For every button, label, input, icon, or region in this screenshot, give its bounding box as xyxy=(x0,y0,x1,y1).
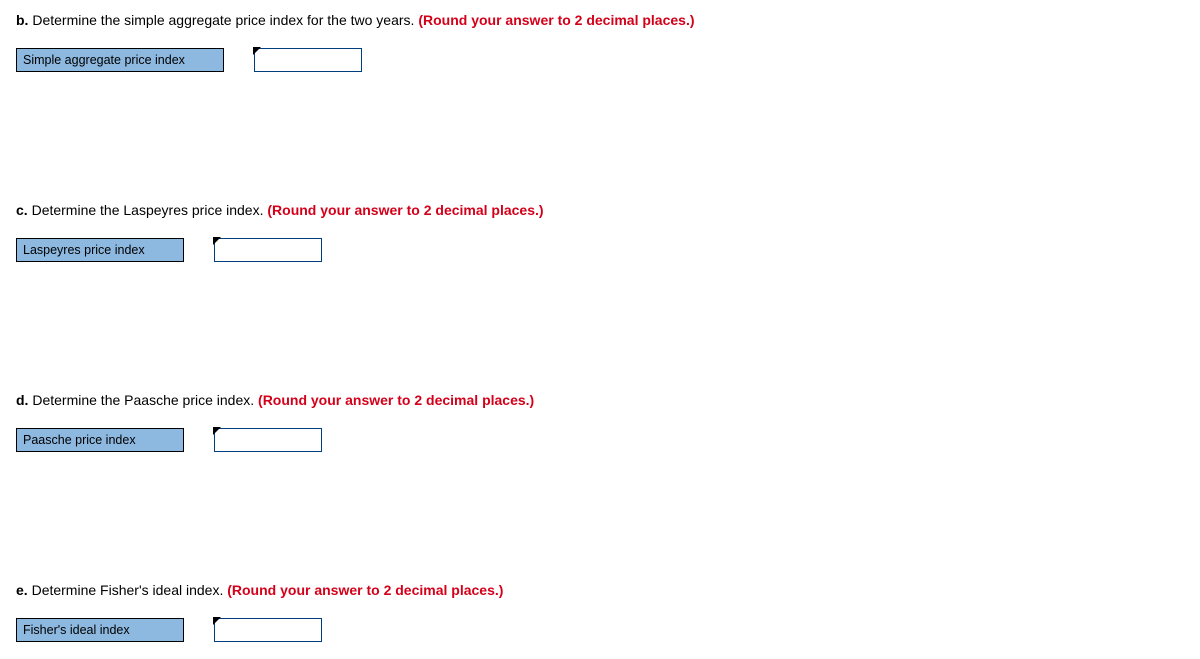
question-b-letter: b. xyxy=(16,12,28,28)
question-c-block: c. Determine the Laspeyres price index. … xyxy=(16,202,1184,262)
question-e-letter: e. xyxy=(16,582,28,598)
question-b-text: Determine the simple aggregate price ind… xyxy=(28,12,418,28)
question-d-instruction: (Round your answer to 2 decimal places.) xyxy=(258,392,534,408)
question-e-text: Determine Fisher's ideal index. xyxy=(28,582,228,598)
question-d-input-wrap xyxy=(214,428,322,452)
question-b-input[interactable] xyxy=(254,48,362,72)
question-e-block: e. Determine Fisher's ideal index. (Roun… xyxy=(16,582,1184,642)
questions-container: b. Determine the simple aggregate price … xyxy=(0,0,1200,654)
question-d-prompt: d. Determine the Paasche price index. (R… xyxy=(16,392,1184,408)
question-d-label: Paasche price index xyxy=(16,428,184,452)
question-d-block: d. Determine the Paasche price index. (R… xyxy=(16,392,1184,452)
question-c-letter: c. xyxy=(16,202,28,218)
question-c-input[interactable] xyxy=(214,238,322,262)
question-d-text: Determine the Paasche price index. xyxy=(28,392,258,408)
question-b-answer-row: Simple aggregate price index xyxy=(16,48,1184,72)
question-e-label: Fisher's ideal index xyxy=(16,618,184,642)
question-e-instruction: (Round your answer to 2 decimal places.) xyxy=(227,582,503,598)
question-b-instruction: (Round your answer to 2 decimal places.) xyxy=(418,12,694,28)
question-e-answer-row: Fisher's ideal index xyxy=(16,618,1184,642)
question-d-letter: d. xyxy=(16,392,28,408)
question-d-answer-row: Paasche price index xyxy=(16,428,1184,452)
question-c-text: Determine the Laspeyres price index. xyxy=(28,202,268,218)
question-e-input[interactable] xyxy=(214,618,322,642)
question-e-input-wrap xyxy=(214,618,322,642)
question-c-input-wrap xyxy=(214,238,322,262)
question-b-input-wrap xyxy=(254,48,362,72)
question-c-answer-row: Laspeyres price index xyxy=(16,238,1184,262)
question-b-label: Simple aggregate price index xyxy=(16,48,224,72)
question-b-prompt: b. Determine the simple aggregate price … xyxy=(16,12,1184,28)
question-b-block: b. Determine the simple aggregate price … xyxy=(16,12,1184,72)
question-c-prompt: c. Determine the Laspeyres price index. … xyxy=(16,202,1184,218)
question-c-label: Laspeyres price index xyxy=(16,238,184,262)
question-c-instruction: (Round your answer to 2 decimal places.) xyxy=(267,202,543,218)
question-d-input[interactable] xyxy=(214,428,322,452)
question-e-prompt: e. Determine Fisher's ideal index. (Roun… xyxy=(16,582,1184,598)
